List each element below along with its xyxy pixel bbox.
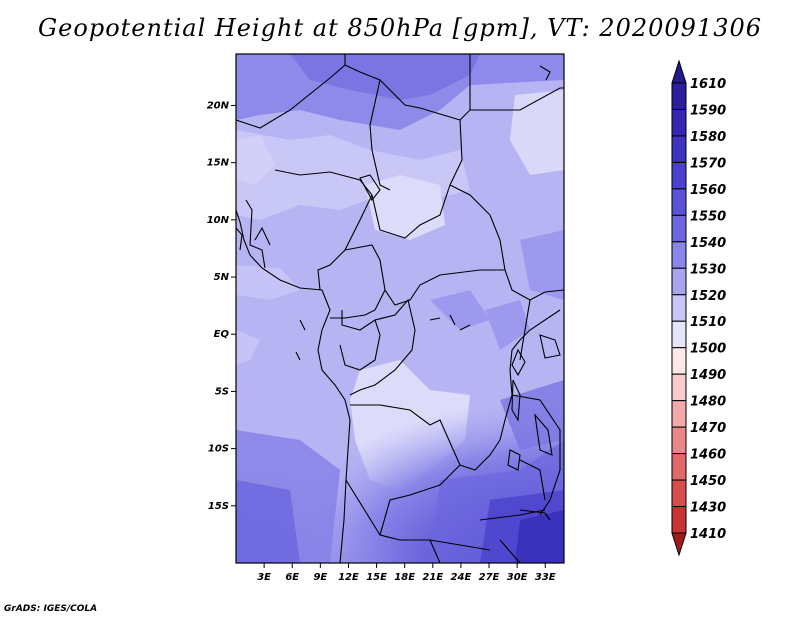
y-tick-label: EQ <box>214 329 230 340</box>
colorbar-segment <box>671 506 687 534</box>
y-tick-label: 5S <box>215 386 229 397</box>
colorbar-segment <box>671 188 687 216</box>
credit-label: GrADS: IGES/COLA <box>4 604 98 614</box>
y-tick-label: 15S <box>208 501 229 512</box>
colorbar-segment <box>671 347 687 375</box>
y-tick-label: 10S <box>208 444 229 455</box>
y-tick-label: 15N <box>207 158 230 169</box>
colorbar-segment <box>671 426 687 455</box>
x-tick-label: 18E <box>394 572 415 583</box>
x-tick-label: 30E <box>507 572 528 583</box>
colorbar-segment <box>671 294 687 322</box>
colorbar-segment <box>671 400 687 428</box>
colorbar-label: 1570 <box>690 156 726 171</box>
colorbar-label: 1610 <box>690 77 726 92</box>
y-tick-label: 5N <box>214 272 230 283</box>
colorbar-label: 1530 <box>690 262 726 277</box>
colorbar-label: 1520 <box>690 289 726 304</box>
colorbar-label: 1580 <box>690 130 726 145</box>
colorbar-label: 1460 <box>690 448 726 463</box>
colorbar-label: 1510 <box>690 315 726 330</box>
x-tick-label: 9E <box>313 572 327 583</box>
colorbar-label: 1490 <box>690 368 726 383</box>
colorbar-segment <box>671 320 687 349</box>
colorbar-label: 1480 <box>690 395 726 410</box>
x-tick-label: 27E <box>479 572 500 583</box>
colorbar-segment <box>671 214 687 243</box>
x-tick-label: 15E <box>366 572 387 583</box>
colorbar-label: 1500 <box>690 342 726 357</box>
colorbar-segment <box>671 479 687 508</box>
colorbar-label: 1470 <box>690 421 726 436</box>
colorbar-segment <box>671 135 687 163</box>
colorbar-top-arrow <box>671 59 687 84</box>
colorbar-label: 1430 <box>690 501 726 516</box>
colorbar-label: 1590 <box>690 103 726 118</box>
colorbar-bottom-arrow <box>671 532 687 557</box>
colorbar-segment <box>671 373 687 402</box>
x-tick-label: 12E <box>338 572 359 583</box>
y-tick-label: 10N <box>207 215 230 226</box>
x-tick-label: 33E <box>535 572 556 583</box>
colorbar-segment <box>671 453 687 481</box>
country-borders <box>236 54 564 563</box>
x-tick-label: 24E <box>451 572 472 583</box>
colorbar-label: 1560 <box>690 183 726 198</box>
colorbar-segment <box>671 108 687 137</box>
chart-title: Geopotential Height at 850hPa [gpm], VT:… <box>38 14 762 42</box>
x-tick-label: 6E <box>285 572 299 583</box>
map-frame <box>235 53 565 564</box>
colorbar-segment <box>671 267 687 296</box>
colorbar-label: 1550 <box>690 209 726 224</box>
colorbar-segment <box>671 161 687 190</box>
colorbar-segment <box>671 82 687 110</box>
colorbar-label: 1540 <box>690 236 726 251</box>
colorbar-segment <box>671 241 687 269</box>
colorbar: 1610 1590 1580 1570 1560 1550 1540 1530 1520 1510… <box>671 59 726 557</box>
map-axes: 20N 15N 10N 5N EQ 5S 10S 15S 3E 6E 9E 12E 15E 18E 21E 2… <box>207 100 556 583</box>
colorbar-label: 1410 <box>690 527 726 542</box>
colorbar-label: 1450 <box>690 474 726 489</box>
x-tick-label: 3E <box>257 572 271 583</box>
x-tick-label: 21E <box>422 572 443 583</box>
y-tick-label: 20N <box>207 100 230 111</box>
